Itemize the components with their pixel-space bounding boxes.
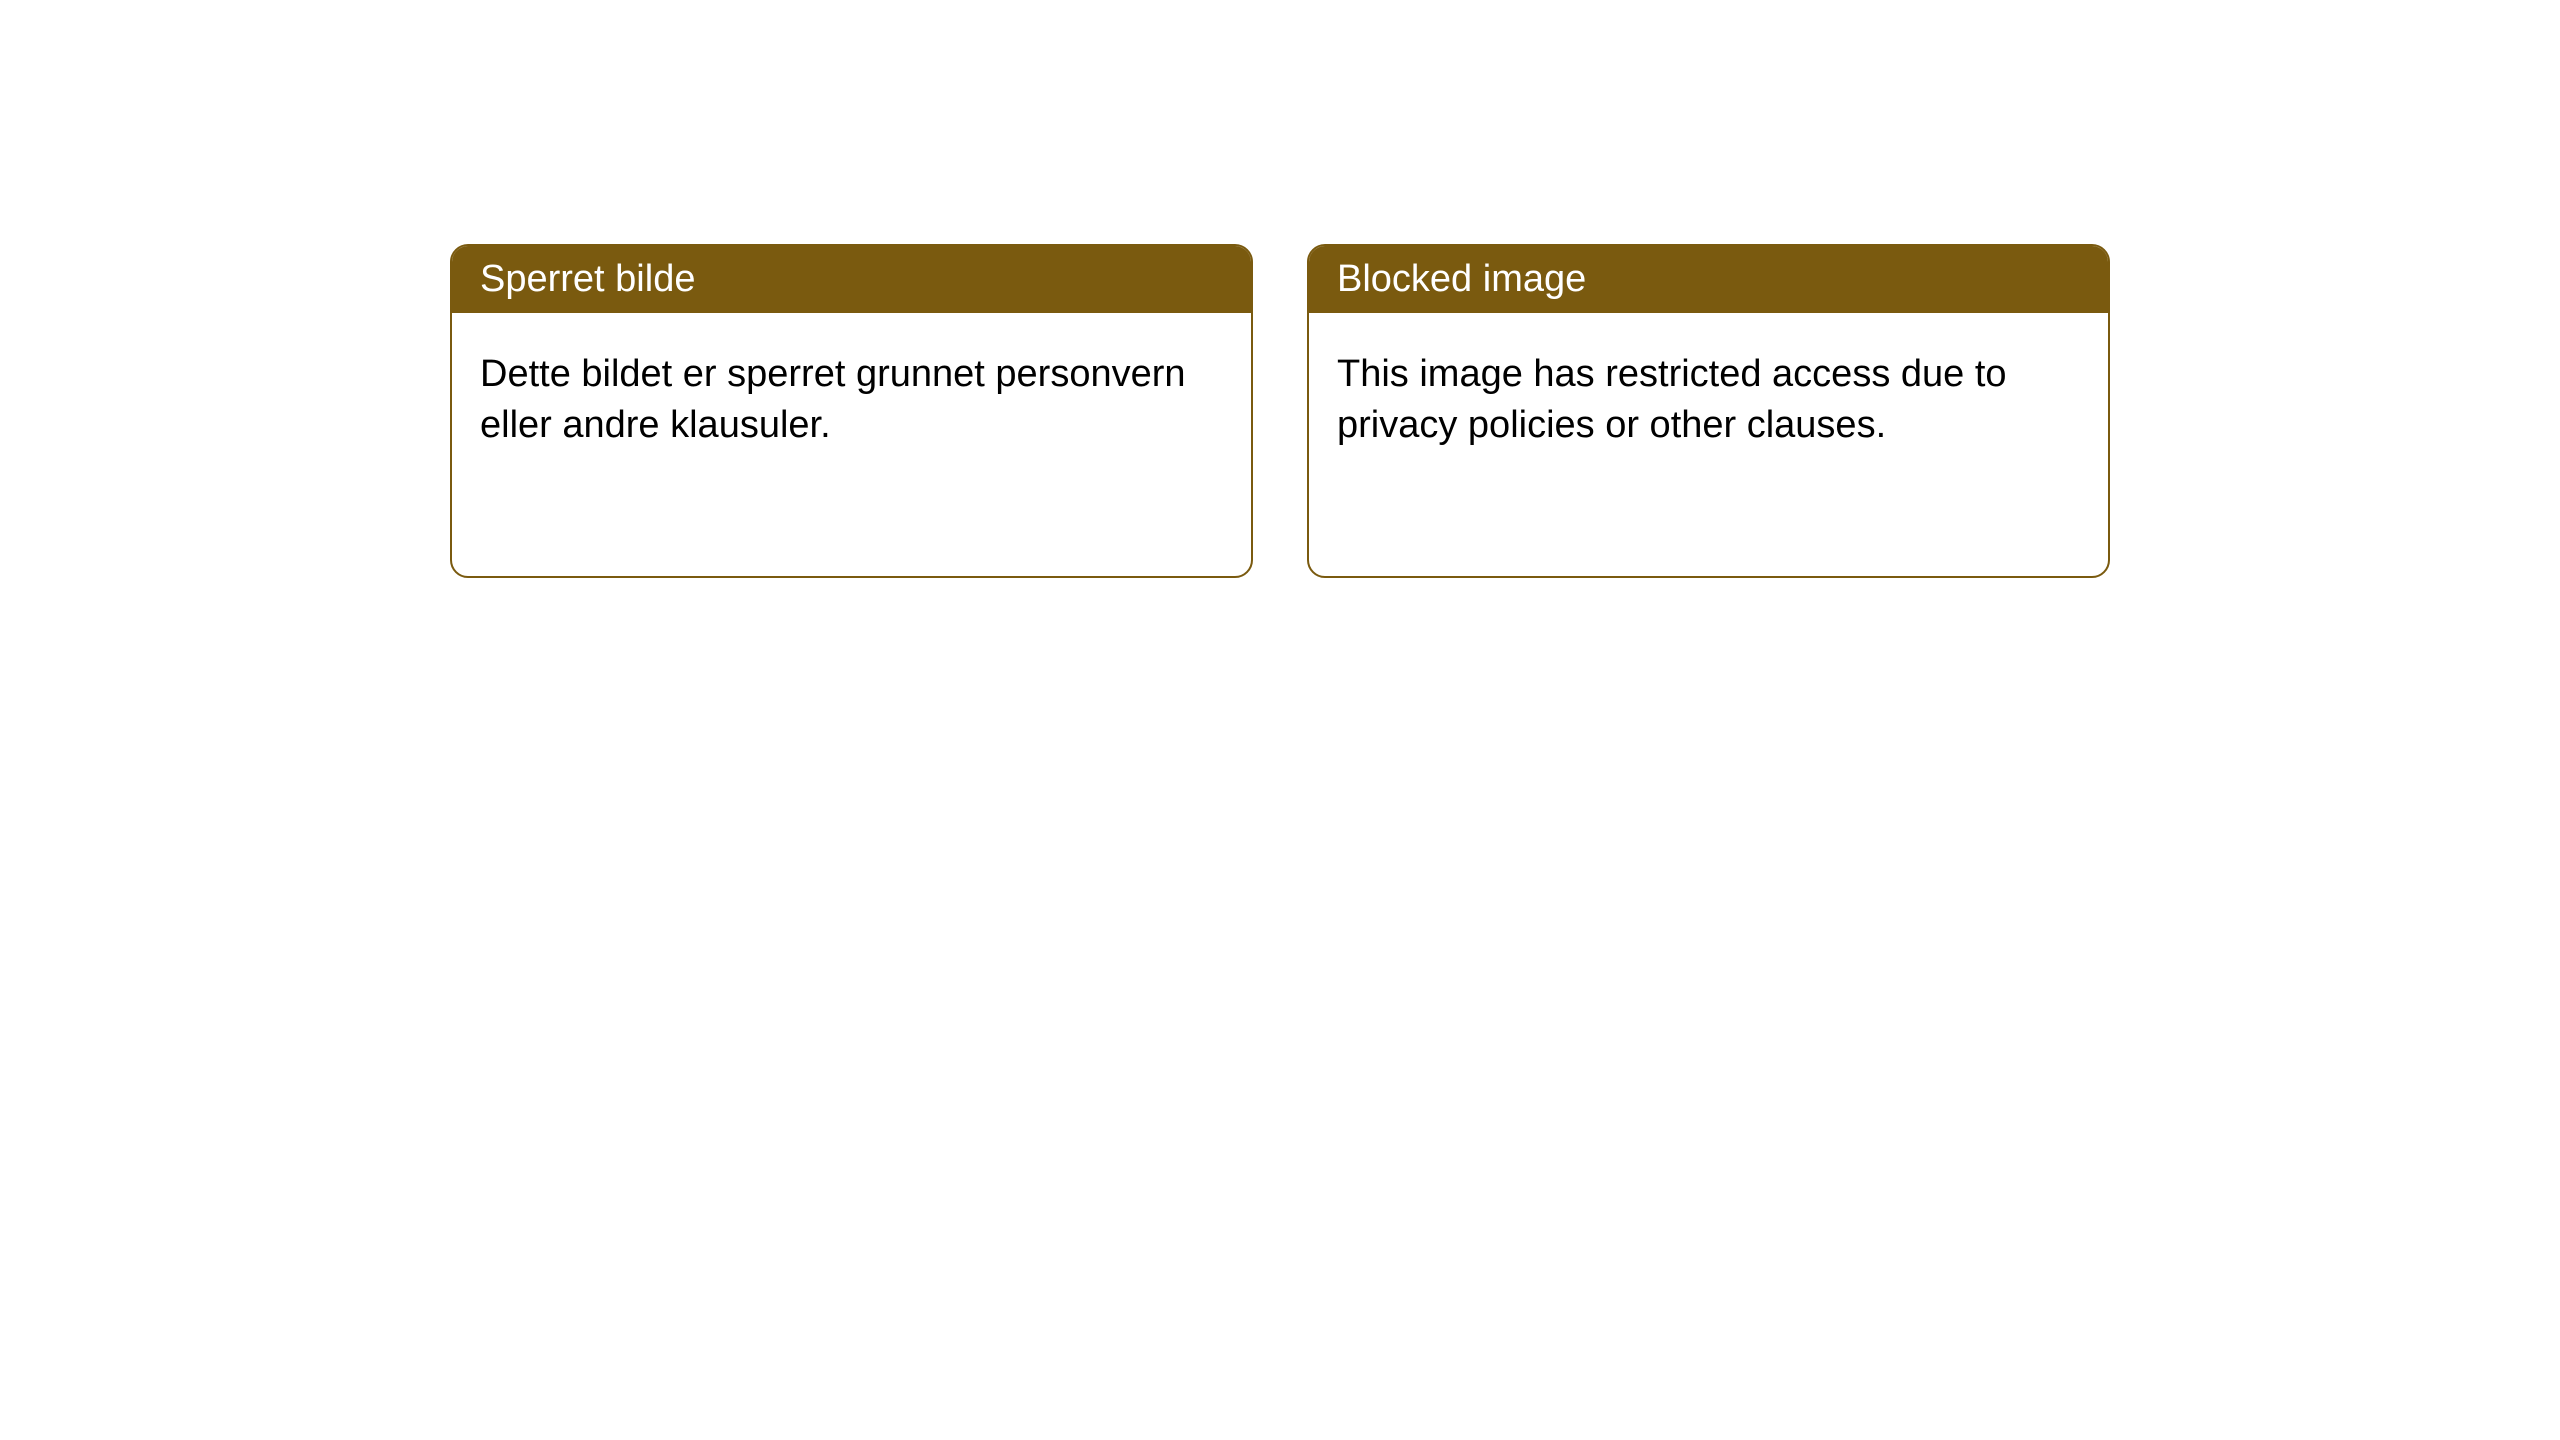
notice-body: This image has restricted access due to … (1309, 313, 2108, 488)
notice-container: Sperret bilde Dette bildet er sperret gr… (450, 244, 2110, 578)
notice-card-norwegian: Sperret bilde Dette bildet er sperret gr… (450, 244, 1253, 578)
notice-title: Sperret bilde (452, 246, 1251, 313)
notice-title: Blocked image (1309, 246, 2108, 313)
notice-body: Dette bildet er sperret grunnet personve… (452, 313, 1251, 488)
notice-card-english: Blocked image This image has restricted … (1307, 244, 2110, 578)
